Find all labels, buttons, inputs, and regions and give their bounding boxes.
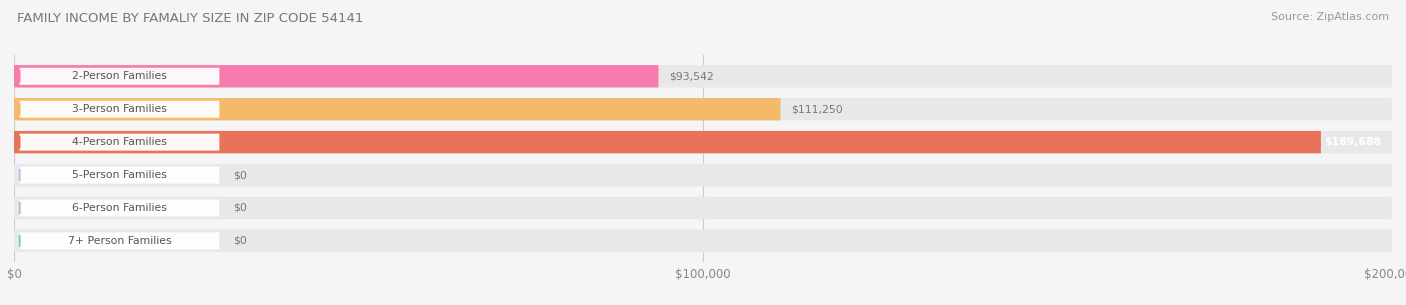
FancyBboxPatch shape	[14, 65, 658, 88]
Text: $0: $0	[233, 203, 247, 213]
FancyBboxPatch shape	[20, 199, 219, 217]
Text: 3-Person Families: 3-Person Families	[72, 104, 167, 114]
Text: FAMILY INCOME BY FAMALIY SIZE IN ZIP CODE 54141: FAMILY INCOME BY FAMALIY SIZE IN ZIP COD…	[17, 12, 363, 25]
Text: 2-Person Families: 2-Person Families	[72, 71, 167, 81]
FancyBboxPatch shape	[20, 167, 219, 184]
Text: 7+ Person Families: 7+ Person Families	[67, 236, 172, 246]
FancyBboxPatch shape	[20, 101, 219, 118]
FancyBboxPatch shape	[14, 164, 1392, 186]
Text: $93,542: $93,542	[669, 71, 714, 81]
Text: 4-Person Families: 4-Person Families	[72, 137, 167, 147]
Text: 5-Person Families: 5-Person Families	[72, 170, 167, 180]
Text: 6-Person Families: 6-Person Families	[72, 203, 167, 213]
FancyBboxPatch shape	[14, 131, 1320, 153]
Text: $111,250: $111,250	[792, 104, 844, 114]
FancyBboxPatch shape	[14, 65, 1392, 88]
FancyBboxPatch shape	[14, 98, 1392, 120]
FancyBboxPatch shape	[14, 98, 780, 120]
Text: $189,688: $189,688	[1324, 137, 1381, 147]
Text: $0: $0	[233, 236, 247, 246]
FancyBboxPatch shape	[20, 232, 219, 249]
FancyBboxPatch shape	[20, 68, 219, 85]
Text: Source: ZipAtlas.com: Source: ZipAtlas.com	[1271, 12, 1389, 22]
FancyBboxPatch shape	[20, 134, 219, 151]
Text: $0: $0	[233, 170, 247, 180]
FancyBboxPatch shape	[14, 131, 1392, 153]
FancyBboxPatch shape	[14, 230, 1392, 252]
FancyBboxPatch shape	[14, 197, 1392, 219]
